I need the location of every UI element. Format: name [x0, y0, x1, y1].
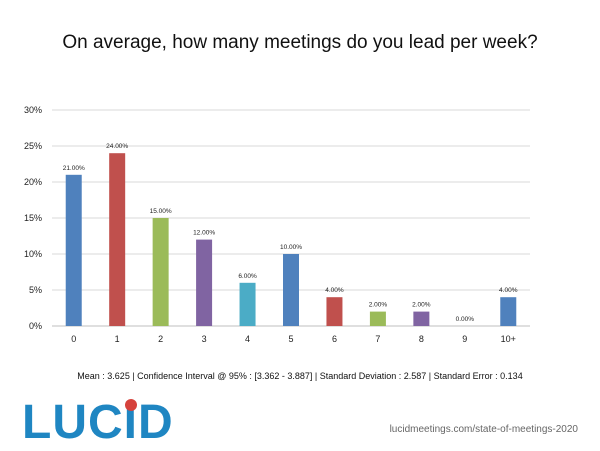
x-tick-label: 5 — [288, 334, 293, 344]
logo-letter-u: U — [52, 396, 88, 449]
x-tick-label: 8 — [419, 334, 424, 344]
x-tick-label: 4 — [245, 334, 250, 344]
data-label: 2.00% — [369, 302, 388, 309]
x-tick-label: 10+ — [501, 334, 516, 344]
x-tick-label: 7 — [375, 334, 380, 344]
bar — [239, 282, 256, 326]
x-tick-label: 1 — [115, 334, 120, 344]
data-label: 15.00% — [150, 208, 172, 215]
logo-dot-icon — [124, 399, 137, 411]
bar — [500, 297, 517, 326]
y-tick-label: 20% — [24, 177, 42, 187]
logo-letter-i: I — [123, 396, 139, 449]
logo-letter-c: C — [88, 396, 124, 449]
data-label: 12.00% — [193, 230, 215, 237]
x-tick-label: 2 — [158, 334, 163, 344]
bar — [326, 297, 343, 326]
page-title: On average, how many meetings do you lea… — [62, 32, 538, 53]
x-tick-label: 3 — [202, 334, 207, 344]
data-label: 10.00% — [280, 244, 302, 251]
y-tick-label: 10% — [24, 249, 42, 259]
y-tick-label: 25% — [24, 141, 42, 151]
bar — [109, 153, 126, 326]
data-label: 4.00% — [325, 287, 344, 294]
data-label: 2.00% — [412, 302, 431, 309]
x-tick-label: 6 — [332, 334, 337, 344]
data-label: 0.00% — [456, 316, 475, 323]
bar — [283, 254, 299, 326]
logo-letter-l: L — [22, 396, 53, 449]
bar — [369, 311, 386, 326]
logo-letter-d: D — [138, 396, 174, 449]
bar — [65, 174, 82, 326]
y-tick-label: 0% — [29, 321, 42, 331]
x-tick-label: 9 — [462, 334, 467, 344]
data-label: 4.00% — [499, 287, 518, 294]
lucid-logo: LUC ID — [22, 395, 174, 451]
y-tick-label: 15% — [24, 213, 42, 223]
y-tick-label: 5% — [29, 285, 42, 295]
data-label: 6.00% — [238, 273, 257, 280]
source-url: lucidmeetings.com/state-of-meetings-2020 — [389, 424, 578, 435]
summary-statistics: Mean : 3.625 | Confidence Interval @ 95%… — [77, 371, 523, 381]
bar — [196, 239, 213, 326]
data-label: 21.00% — [63, 165, 85, 172]
data-label: 24.00% — [106, 143, 128, 150]
bar — [152, 218, 169, 326]
x-tick-label: 0 — [71, 334, 76, 344]
bar — [413, 311, 430, 326]
y-tick-label: 30% — [24, 105, 42, 115]
